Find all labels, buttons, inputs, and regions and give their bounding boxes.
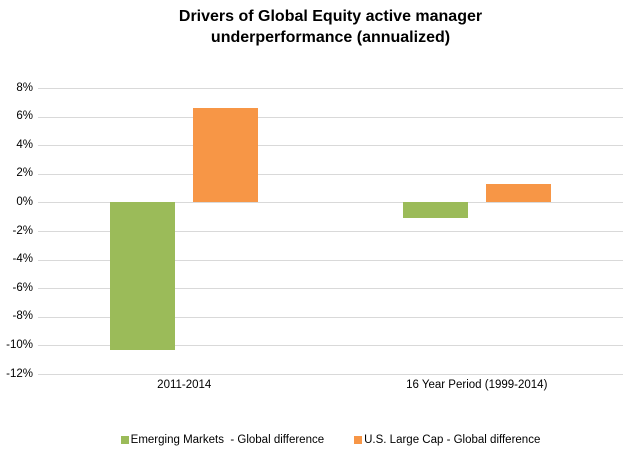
gridline bbox=[38, 145, 623, 147]
y-tick-label: -10% bbox=[6, 338, 33, 351]
gridline bbox=[38, 173, 623, 175]
gridline bbox=[38, 231, 623, 232]
x-tick-label: 16 Year Period (1999-2014) bbox=[406, 379, 548, 391]
gridline bbox=[38, 288, 623, 290]
gridline bbox=[38, 345, 623, 347]
y-tick-label: -12% bbox=[6, 367, 33, 380]
gridline bbox=[38, 88, 623, 89]
gridline bbox=[38, 202, 623, 204]
y-tick-label: 0% bbox=[16, 195, 33, 208]
legend-swatch-orange-icon bbox=[354, 436, 363, 444]
gridline bbox=[38, 374, 623, 375]
y-tick-label: 6% bbox=[16, 110, 33, 123]
legend-item-emerging-markets: Emerging Markets - Global difference bbox=[120, 434, 325, 446]
y-tick-label: -8% bbox=[12, 310, 33, 323]
gridline bbox=[38, 316, 623, 318]
y-tick-label: -6% bbox=[12, 281, 33, 294]
y-tick-label: 2% bbox=[16, 167, 33, 180]
y-tick-label: 8% bbox=[16, 81, 33, 94]
legend: Emerging Markets - Global difference U.S… bbox=[38, 432, 623, 448]
bar bbox=[193, 108, 259, 203]
legend-swatch-green-icon bbox=[120, 436, 129, 444]
chart-title: Drivers of Global Equity active manager … bbox=[178, 8, 483, 46]
y-tick-label: -4% bbox=[12, 253, 33, 266]
bar bbox=[485, 183, 551, 203]
y-tick-label: 4% bbox=[16, 138, 33, 151]
x-tick-label: 2011-2014 bbox=[157, 379, 212, 391]
gridline bbox=[38, 116, 623, 118]
legend-item-us-large-cap: U.S. Large Cap - Global difference bbox=[354, 434, 540, 446]
bar bbox=[402, 202, 468, 219]
legend-label-us-large-cap: U.S. Large Cap - Global difference bbox=[364, 434, 541, 446]
legend-label-emerging-markets: Emerging Markets - Global difference bbox=[130, 434, 325, 446]
y-tick-label: -2% bbox=[12, 224, 33, 237]
title-area: Drivers of Global Equity active manager … bbox=[38, 6, 623, 48]
bar bbox=[110, 202, 176, 350]
gridline bbox=[38, 259, 623, 261]
